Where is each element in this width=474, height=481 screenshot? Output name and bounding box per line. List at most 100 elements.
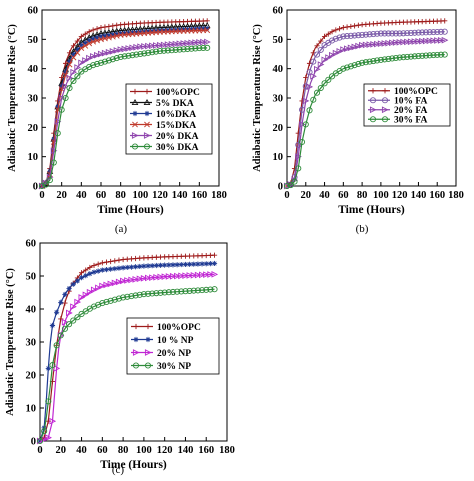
- y-tick-label: 0: [33, 182, 38, 193]
- data-point: [400, 38, 408, 46]
- legend-entry: 100%OPC: [368, 87, 438, 97]
- data-point: [129, 29, 136, 36]
- data-point: [407, 38, 415, 46]
- x-axis-label: Time (Hours): [97, 204, 164, 216]
- data-point: [103, 281, 111, 289]
- legend-box: [125, 83, 213, 155]
- data-point: [86, 288, 94, 296]
- x-tick-label: 40: [319, 190, 330, 201]
- data-point: [310, 72, 317, 80]
- data-point: [196, 26, 202, 32]
- data-point: [62, 94, 69, 102]
- data-point: [145, 263, 151, 269]
- data-point: [90, 36, 96, 42]
- data-point: [344, 64, 351, 71]
- data-point: [366, 58, 373, 65]
- legend-label: 100%OPC: [157, 323, 201, 333]
- data-point: [377, 56, 384, 63]
- data-point: [415, 38, 423, 45]
- data-point: [160, 41, 168, 49]
- data-point: [204, 38, 211, 46]
- data-point: [172, 40, 180, 48]
- x-tick-label: 180: [448, 190, 464, 201]
- data-point: [70, 68, 78, 76]
- legend-marker: [143, 132, 151, 139]
- data-point: [298, 138, 306, 146]
- data-point: [70, 54, 77, 61]
- data-point: [38, 182, 46, 190]
- data-point: [58, 299, 64, 305]
- data-point: [78, 33, 84, 39]
- data-point: [204, 27, 211, 34]
- x-tick-label: 140: [411, 190, 427, 201]
- data-point: [168, 47, 175, 54]
- data-point: [136, 275, 144, 283]
- data-point: [422, 29, 430, 36]
- data-point: [182, 288, 189, 295]
- data-point: [329, 29, 335, 35]
- data-point: [45, 434, 52, 442]
- data-point: [57, 332, 64, 339]
- data-point: [58, 94, 66, 102]
- data-point: [99, 282, 106, 290]
- data-point: [381, 30, 388, 37]
- series-6: [38, 44, 211, 190]
- data-point: [149, 290, 156, 297]
- data-point: [161, 273, 169, 280]
- legend: 100%OPC 10 % NP 20% NP 30% NP: [126, 317, 220, 375]
- data-point: [82, 31, 88, 37]
- legend-marker: [132, 110, 138, 117]
- data-point: [325, 31, 331, 37]
- data-point: [161, 289, 168, 296]
- data-point: [90, 27, 96, 33]
- series-3: [283, 36, 449, 190]
- legend-entry: 100%OPC: [130, 88, 200, 98]
- data-point: [178, 272, 185, 280]
- data-point: [120, 294, 127, 301]
- y-tick-label: 40: [26, 305, 37, 316]
- data-point: [66, 74, 74, 82]
- data-point: [120, 277, 127, 285]
- data-point: [199, 271, 206, 279]
- data-point: [411, 53, 418, 60]
- data-point: [441, 28, 448, 35]
- data-point: [149, 28, 155, 34]
- legend-entry: 10% FA: [368, 97, 427, 107]
- data-point: [400, 30, 407, 37]
- legend-entry: 30% NP: [131, 362, 191, 372]
- data-point: [141, 43, 148, 50]
- data-point: [340, 65, 347, 72]
- data-point: [351, 32, 358, 39]
- data-point: [109, 48, 117, 55]
- data-point: [313, 51, 321, 58]
- data-point: [195, 261, 201, 267]
- data-point: [172, 46, 179, 53]
- data-point: [422, 52, 430, 59]
- data-point: [62, 291, 68, 298]
- data-point: [196, 45, 203, 52]
- y-tick-label: 30: [26, 338, 37, 349]
- legend-label: 10%DKA: [156, 110, 196, 120]
- data-point: [200, 44, 207, 52]
- data-point: [78, 294, 86, 301]
- data-point: [362, 41, 370, 49]
- data-point: [157, 273, 165, 281]
- data-point: [188, 39, 196, 47]
- y-axis-label: Adiabatic Temperature Rise (°C): [252, 24, 263, 172]
- data-point: [58, 316, 64, 322]
- legend-entry: 100%OPC: [131, 323, 201, 333]
- data-point: [145, 49, 152, 56]
- x-tick-label: 0: [284, 190, 289, 201]
- data-point: [117, 46, 125, 53]
- data-point: [392, 30, 399, 37]
- legend-marker: [132, 121, 138, 128]
- data-point: [411, 29, 418, 36]
- data-point: [128, 276, 136, 284]
- data-point: [106, 23, 112, 30]
- data-point: [321, 80, 328, 87]
- data-point: [110, 23, 116, 29]
- data-point: [332, 35, 339, 42]
- data-point: [86, 63, 93, 70]
- data-point: [86, 54, 93, 62]
